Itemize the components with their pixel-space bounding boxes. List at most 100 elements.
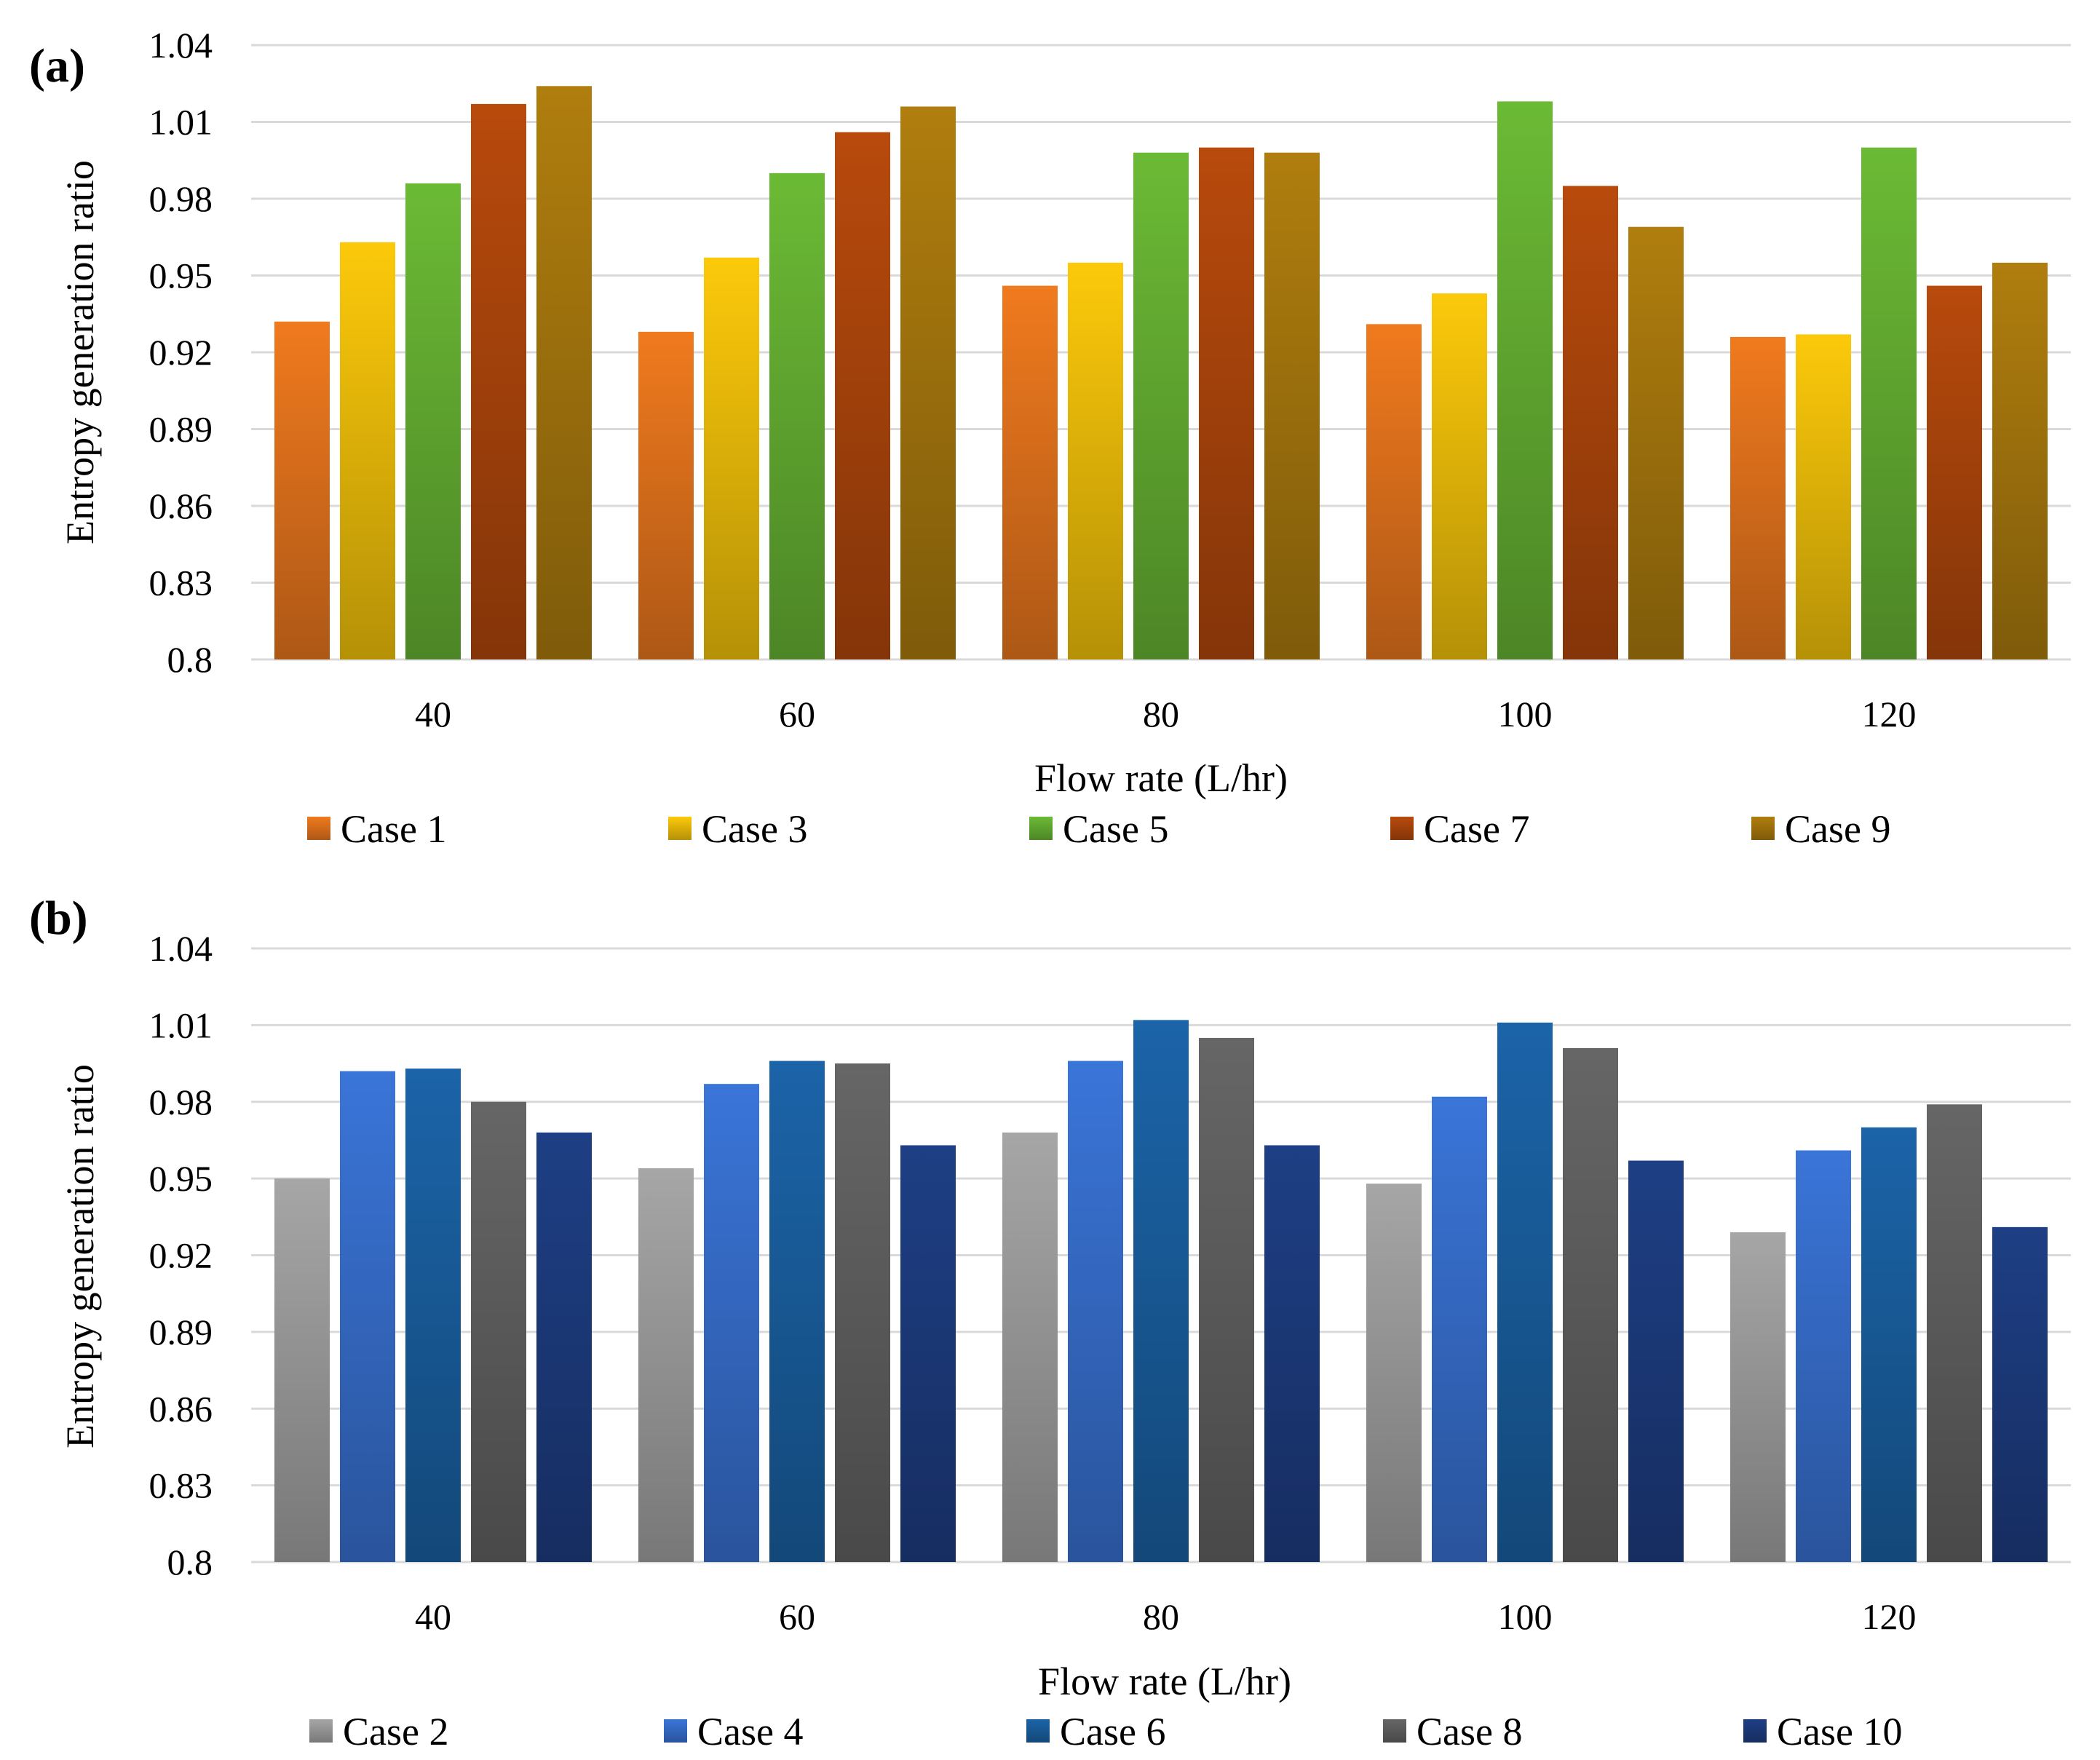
bar-case-3-80 xyxy=(1068,262,1123,660)
bar-case-6-100 xyxy=(1497,1022,1553,1562)
bar-case-6-40 xyxy=(405,1069,461,1562)
bar-case-6-120 xyxy=(1861,1127,1917,1562)
y-tick-label-a: 1.01 xyxy=(149,102,213,143)
bar-case-9-100 xyxy=(1628,226,1684,659)
legend-a: Case 1 Case 3 Case 5 Case 7 Case 9 xyxy=(307,807,1890,851)
bar-case-8-100 xyxy=(1563,1047,1618,1562)
legend-label-case-4: Case 4 xyxy=(697,1710,803,1753)
bar-case-7-80 xyxy=(1199,147,1254,659)
bars-a xyxy=(274,86,2048,660)
bar-case-8-80 xyxy=(1199,1037,1254,1562)
y-tick-label-b: 0.95 xyxy=(149,1158,213,1199)
legend-label-case-10: Case 10 xyxy=(1777,1710,1902,1753)
x-tick-label-a: 120 xyxy=(1862,694,1917,734)
x-tick-label-b: 40 xyxy=(415,1596,451,1637)
bar-case-7-60 xyxy=(835,132,890,660)
legend-label-case-6: Case 6 xyxy=(1060,1710,1165,1753)
bar-case-8-120 xyxy=(1927,1104,1982,1562)
y-tick-label-b: 0.83 xyxy=(149,1465,213,1506)
legend-swatch-case-5 xyxy=(1029,817,1053,840)
bar-case-3-60 xyxy=(704,257,759,660)
y-tick-label-b: 0.89 xyxy=(149,1312,213,1352)
bar-case-2-120 xyxy=(1730,1232,1786,1562)
x-axis-title-b: Flow rate (L/hr) xyxy=(1038,1660,1291,1703)
y-tick-label-a: 0.92 xyxy=(149,332,213,373)
legend-label-case-5: Case 5 xyxy=(1063,807,1168,851)
bar-case-5-100 xyxy=(1497,101,1553,659)
x-tick-label-b: 80 xyxy=(1143,1596,1179,1637)
y-tick-label-a: 0.98 xyxy=(149,178,213,219)
legend-b: Case 2 Case 4 Case 6 Case 8 Case 10 xyxy=(309,1710,1902,1753)
bar-case-5-80 xyxy=(1133,152,1189,659)
legend-label-case-3: Case 3 xyxy=(702,807,807,851)
y-tick-label-b: 1.01 xyxy=(149,1004,213,1045)
bar-case-7-120 xyxy=(1927,285,1982,660)
legend-swatch-case-1 xyxy=(307,817,330,840)
bar-case-8-40 xyxy=(471,1101,526,1562)
bar-case-3-40 xyxy=(340,242,395,659)
y-axis-title-b: Entropy generation ratio xyxy=(58,1064,102,1448)
bars-b xyxy=(274,1020,2048,1562)
bar-case-5-40 xyxy=(405,183,461,659)
bar-case-10-40 xyxy=(536,1132,592,1562)
legend-label-case-9: Case 9 xyxy=(1785,807,1890,851)
bar-case-4-80 xyxy=(1068,1061,1123,1562)
x-tick-label-a: 60 xyxy=(779,694,815,734)
x-axis-title-a: Flow rate (L/hr) xyxy=(1034,756,1288,800)
bar-case-10-100 xyxy=(1628,1160,1684,1562)
legend-label-case-7: Case 7 xyxy=(1424,807,1529,851)
bar-case-10-120 xyxy=(1992,1226,2048,1562)
x-tick-labels-a: 40 60 80 100 120 xyxy=(415,694,1917,734)
chart-panel-a: (a) Entropy generation ratio Flow rate (… xyxy=(29,25,2071,851)
legend-swatch-case-6 xyxy=(1026,1719,1050,1743)
bar-case-7-40 xyxy=(471,103,526,660)
bar-case-5-60 xyxy=(769,173,825,660)
y-tick-label-a: 0.95 xyxy=(149,255,213,296)
y-tick-label-a: 0.8 xyxy=(167,639,213,680)
bar-case-8-60 xyxy=(835,1063,890,1562)
bar-case-10-80 xyxy=(1264,1145,1320,1562)
legend-swatch-case-8 xyxy=(1383,1719,1406,1743)
bar-case-2-60 xyxy=(638,1168,694,1562)
bar-case-3-120 xyxy=(1796,334,1851,659)
x-tick-label-a: 100 xyxy=(1498,694,1553,734)
legend-label-case-8: Case 8 xyxy=(1416,1710,1522,1753)
bar-case-1-60 xyxy=(638,331,694,659)
y-axis-title-a: Entropy generation ratio xyxy=(58,160,102,544)
bar-case-2-100 xyxy=(1366,1184,1422,1562)
bar-case-4-40 xyxy=(340,1071,395,1562)
panel-label-a: (a) xyxy=(29,39,85,92)
bar-case-1-40 xyxy=(274,321,330,659)
bar-case-6-60 xyxy=(769,1061,825,1562)
x-tick-labels-b: 40 60 80 100 120 xyxy=(415,1596,1917,1637)
y-tick-label-a: 0.89 xyxy=(149,409,213,450)
y-tick-labels-b: 0.8 0.83 0.86 0.89 0.92 0.95 0.98 1.01 1.04 xyxy=(149,928,213,1582)
y-tick-label-b: 0.86 xyxy=(149,1388,213,1429)
bar-case-7-100 xyxy=(1563,186,1618,659)
x-tick-label-a: 80 xyxy=(1143,694,1179,734)
legend-swatch-case-7 xyxy=(1390,817,1414,840)
bar-case-1-120 xyxy=(1730,336,1786,659)
bar-case-1-100 xyxy=(1366,324,1422,659)
bar-case-4-60 xyxy=(704,1084,759,1562)
bar-case-4-100 xyxy=(1432,1096,1487,1562)
y-tick-labels-a: 0.8 0.83 0.86 0.89 0.92 0.95 0.98 1.01 1.04 xyxy=(149,25,213,680)
bar-case-2-80 xyxy=(1002,1132,1058,1562)
bar-case-9-120 xyxy=(1992,262,2048,660)
bar-case-6-80 xyxy=(1133,1020,1189,1562)
y-tick-label-b: 0.92 xyxy=(149,1235,213,1276)
legend-swatch-case-10 xyxy=(1743,1719,1767,1743)
y-tick-label-b: 0.98 xyxy=(149,1082,213,1122)
bar-case-2-40 xyxy=(274,1178,330,1562)
legend-swatch-case-4 xyxy=(664,1719,687,1743)
y-tick-label-a: 0.86 xyxy=(149,485,213,526)
legend-swatch-case-3 xyxy=(668,817,692,840)
y-tick-label-b: 1.04 xyxy=(149,928,213,969)
legend-label-case-1: Case 1 xyxy=(341,807,446,851)
legend-label-case-2: Case 2 xyxy=(343,1710,448,1753)
panel-label-b: (b) xyxy=(29,892,88,945)
bar-case-1-80 xyxy=(1002,285,1058,660)
bar-case-9-40 xyxy=(536,86,592,660)
y-tick-label-b: 0.8 xyxy=(167,1542,213,1582)
